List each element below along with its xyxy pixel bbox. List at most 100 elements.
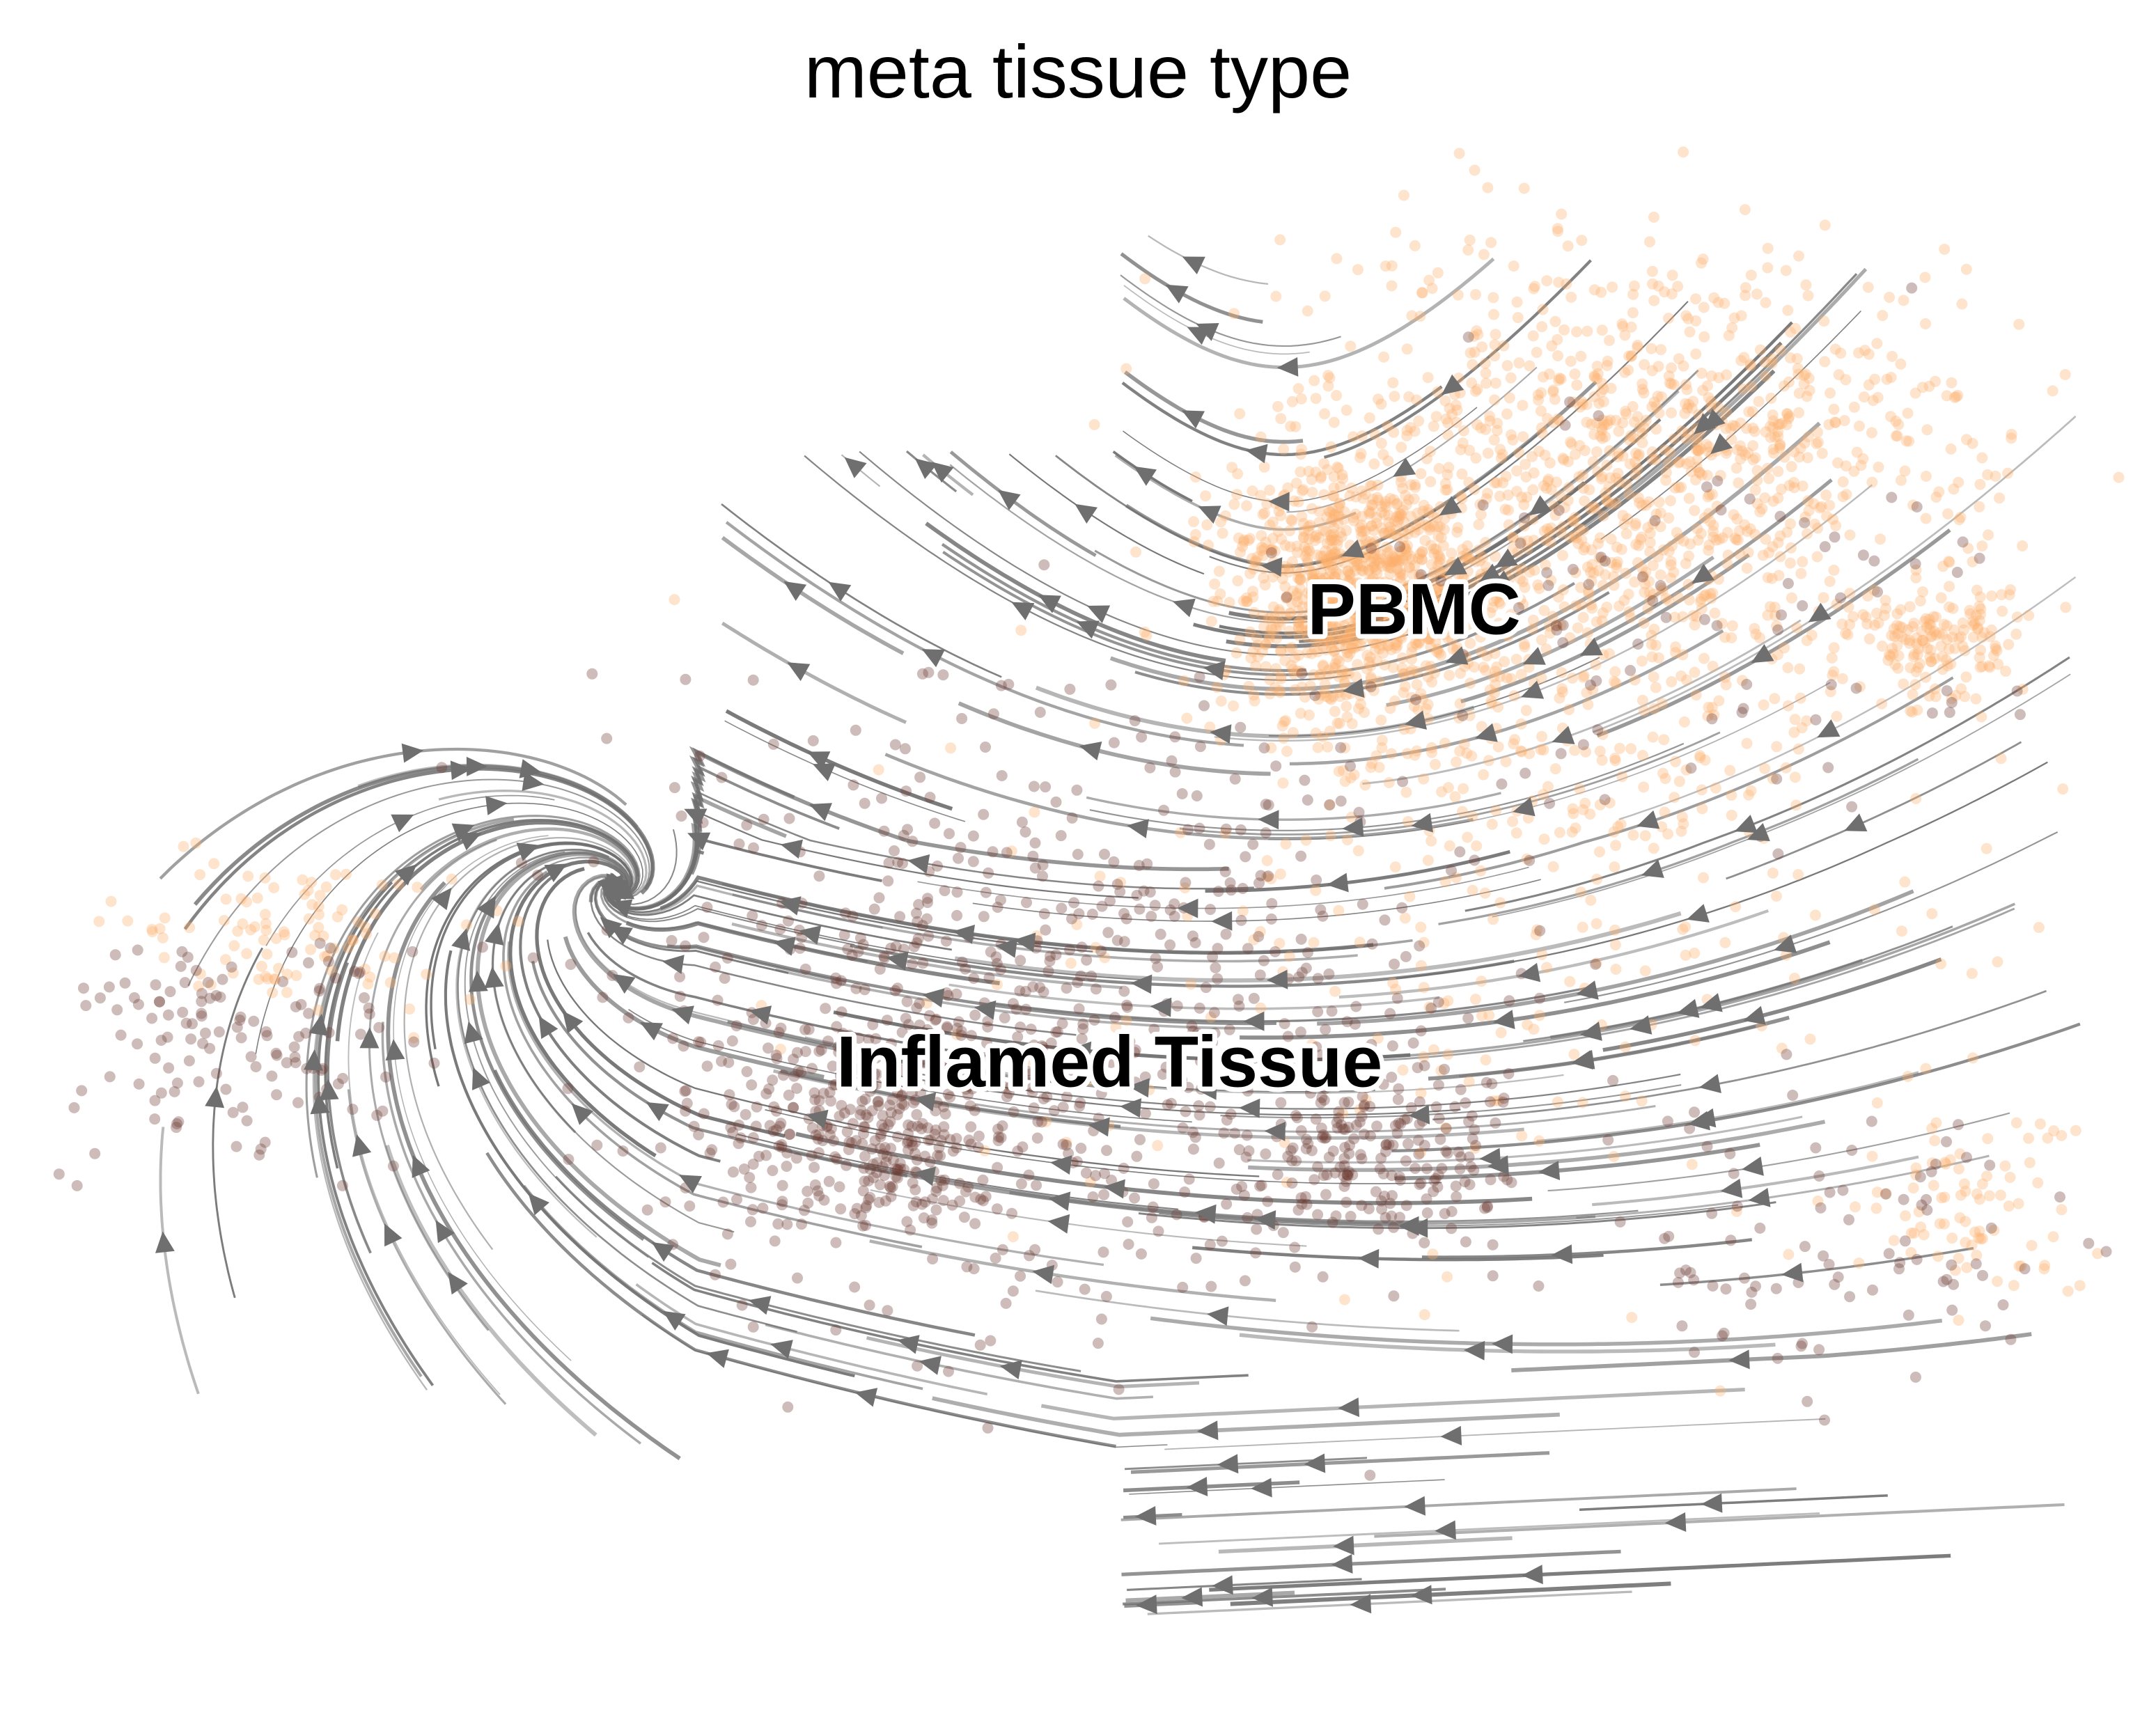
cell-point: [1097, 1246, 1109, 1258]
cell-point: [1373, 597, 1384, 609]
cell-point: [1398, 516, 1410, 528]
velocity-arrowhead: [1032, 1264, 1055, 1285]
cell-point: [163, 1062, 175, 1074]
cell-point: [1909, 387, 1921, 399]
cell-point: [1701, 481, 1712, 493]
cell-point: [1356, 1200, 1368, 1212]
cell-point: [1835, 592, 1846, 604]
cell-point: [1453, 148, 1465, 159]
cell-point: [1327, 490, 1339, 502]
velocity-arrowhead: [1742, 1157, 1764, 1176]
cell-point: [1984, 661, 1996, 673]
cell-point: [1320, 579, 1332, 590]
velocity-arrowhead: [571, 1103, 593, 1125]
cell-point: [1771, 741, 1783, 753]
cell-point: [1804, 1033, 1816, 1045]
cell-point: [1480, 537, 1492, 548]
cell-point: [1122, 1216, 1134, 1228]
cell-point: [1680, 433, 1692, 445]
velocity-arrowhead: [1641, 859, 1664, 878]
cell-point: [892, 1131, 904, 1143]
cell-point: [1991, 645, 2003, 657]
cell-point: [1513, 602, 1524, 613]
cell-point: [1588, 501, 1600, 512]
cell-point: [1634, 496, 1646, 508]
cell-point: [1685, 466, 1697, 478]
cell-point: [954, 1196, 966, 1207]
cell-point: [1329, 634, 1341, 646]
cell-point: [751, 1101, 763, 1113]
cell-point: [1408, 493, 1420, 505]
cell-point: [1344, 490, 1356, 502]
cell-point: [1469, 1143, 1481, 1154]
cell-point: [1620, 405, 1632, 417]
cell-point: [1321, 1169, 1333, 1181]
cell-point: [1327, 1216, 1338, 1228]
cell-point: [1625, 664, 1636, 676]
streamline: [1421, 1238, 1753, 1259]
cell-point: [1193, 1100, 1205, 1112]
cell-point: [1340, 629, 1352, 641]
cell-point: [1659, 1232, 1671, 1244]
cell-point: [1930, 375, 1941, 387]
cell-point: [2026, 1239, 2038, 1251]
cell-point: [1940, 1158, 1951, 1170]
cell-point: [1708, 531, 1719, 543]
cell-point: [1505, 372, 1517, 384]
cell-point: [1620, 478, 1632, 490]
cell-point: [1971, 1188, 1983, 1200]
cell-point: [1595, 551, 1607, 563]
cell-point: [1765, 393, 1777, 404]
cell-point: [1945, 443, 1957, 455]
cell-point: [1515, 573, 1526, 585]
cell-point: [1331, 579, 1343, 590]
cell-point: [891, 1172, 903, 1184]
cell-point: [2014, 709, 2026, 721]
cell-point: [1324, 692, 1336, 704]
cell-point: [1333, 568, 1344, 580]
velocity-arrowhead: [953, 925, 975, 944]
streamline: [906, 1071, 1681, 1110]
cell-point: [1836, 673, 1848, 684]
cell-point: [1921, 1193, 1932, 1205]
streamline: [884, 753, 1474, 840]
cell-point: [1881, 373, 1893, 385]
cell-point: [1405, 597, 1417, 608]
streamline: [1576, 1154, 1990, 1219]
cell-point: [1639, 586, 1650, 598]
streamline: [1081, 1080, 1375, 1092]
velocity-arrowhead: [1258, 810, 1279, 830]
cell-point: [878, 1122, 890, 1134]
velocity-arrowhead: [770, 1340, 793, 1359]
cell-point: [1324, 576, 1336, 588]
cell-point: [1749, 484, 1761, 496]
cell-point: [1345, 483, 1357, 494]
cell-point: [1367, 572, 1379, 583]
velocity-arrowhead: [1165, 284, 1189, 304]
cell-point: [1356, 608, 1368, 620]
cell-point: [1992, 1276, 2003, 1287]
cell-point: [1910, 666, 1922, 677]
cell-point: [1348, 1133, 1360, 1145]
cell-point: [1653, 551, 1664, 563]
cell-point: [1767, 444, 1779, 455]
cell-point: [1576, 395, 1588, 407]
streamline: [403, 837, 634, 1251]
cell-point: [1729, 533, 1741, 544]
cell-point: [1357, 526, 1368, 538]
cell-point: [1291, 588, 1303, 600]
cell-point: [1767, 447, 1779, 459]
cell-point: [1110, 1021, 1122, 1033]
cell-point: [1632, 339, 1643, 351]
cell-point: [1818, 592, 1829, 604]
cell-point: [1739, 519, 1751, 531]
velocity-arrowhead: [1070, 1041, 1092, 1061]
cell-point: [1295, 1125, 1307, 1136]
cell-point: [1515, 536, 1527, 548]
cell-point: [1352, 845, 1364, 856]
cell-point: [992, 1161, 1003, 1173]
cell-point: [1563, 482, 1575, 494]
cell-point: [1301, 546, 1313, 558]
cell-point: [1390, 609, 1402, 620]
cell-point: [1783, 1248, 1795, 1260]
